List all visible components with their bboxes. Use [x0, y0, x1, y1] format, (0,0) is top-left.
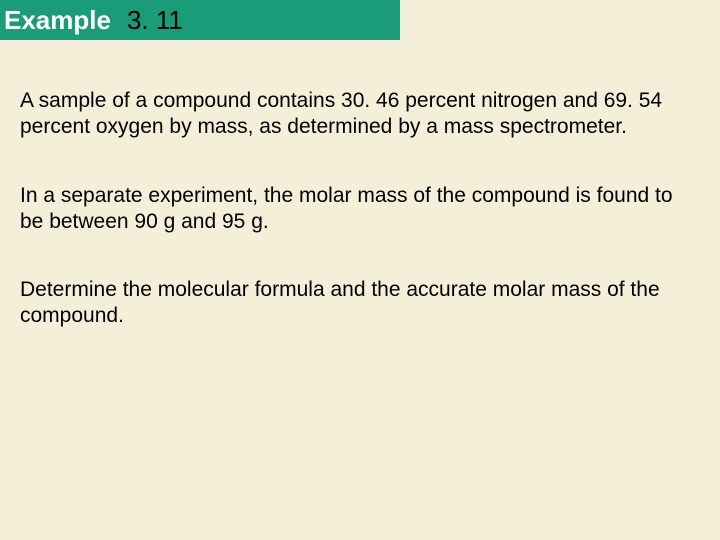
example-number: 3. 11 — [123, 5, 183, 36]
content-area: A sample of a compound contains 30. 46 p… — [0, 40, 720, 330]
paragraph-1: A sample of a compound contains 30. 46 p… — [20, 88, 700, 141]
example-header: Example 3. 11 — [0, 0, 400, 40]
paragraph-3: Determine the molecular formula and the … — [20, 277, 700, 330]
paragraph-2: In a separate experiment, the molar mass… — [20, 183, 700, 236]
example-label: Example — [0, 5, 123, 36]
